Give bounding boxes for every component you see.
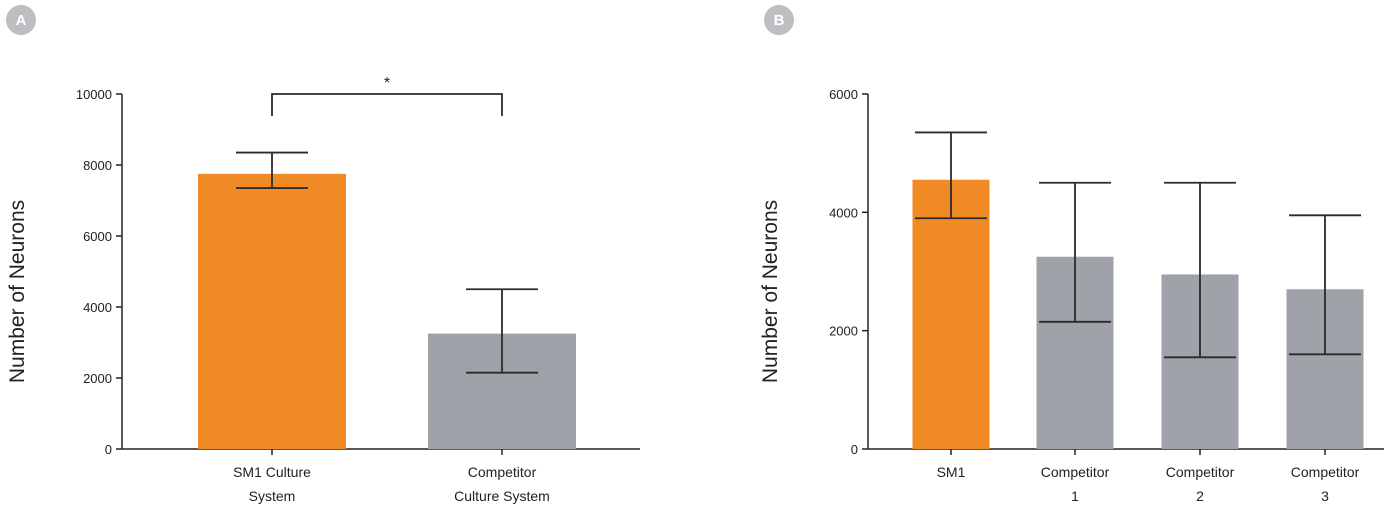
x-tick-label-line2: 1 <box>1071 488 1079 504</box>
y-tick-label: 8000 <box>83 158 112 173</box>
significance-bracket <box>271 93 503 116</box>
panel-badge <box>764 5 794 35</box>
x-tick-label: Competitor <box>1166 464 1235 480</box>
x-tick-label: SM1 Culture <box>233 464 311 480</box>
y-tick-label: 10000 <box>76 87 112 102</box>
bar <box>198 173 346 449</box>
x-tick-label-line2: 3 <box>1321 488 1329 504</box>
y-axis-title: Number of Neurons <box>759 200 782 383</box>
bar <box>912 179 990 449</box>
y-tick-label: 4000 <box>829 205 858 220</box>
x-tick-label-line2: Culture System <box>454 488 550 504</box>
panel-badge <box>6 5 36 35</box>
y-tick-label: 0 <box>851 442 858 457</box>
y-tick-label: 2000 <box>829 324 858 339</box>
panel-letter: A <box>16 12 27 29</box>
y-tick-label: 6000 <box>829 87 858 102</box>
significance-label: * <box>384 75 390 92</box>
x-tick-label-line2: System <box>249 488 296 504</box>
x-tick-label-line2: 2 <box>1196 488 1204 504</box>
x-tick-label: Competitor <box>468 464 537 480</box>
y-tick-label: 0 <box>105 442 112 457</box>
x-tick-label: Competitor <box>1291 464 1360 480</box>
y-tick-label: 4000 <box>83 300 112 315</box>
y-axis-title: Number of Neurons <box>6 200 29 383</box>
x-tick-label: SM1 <box>937 464 966 480</box>
panel-letter: B <box>774 12 785 29</box>
panel-a: A 0 2000 4000 6000 8000 10000 Number of Neurons… <box>6 5 640 504</box>
panel-b: B 0 2000 4000 6000 Number of Neurons SM1 Compet… <box>759 5 1384 504</box>
y-tick-label: 6000 <box>83 229 112 244</box>
y-tick-label: 2000 <box>83 371 112 386</box>
x-tick-label: Competitor <box>1041 464 1110 480</box>
